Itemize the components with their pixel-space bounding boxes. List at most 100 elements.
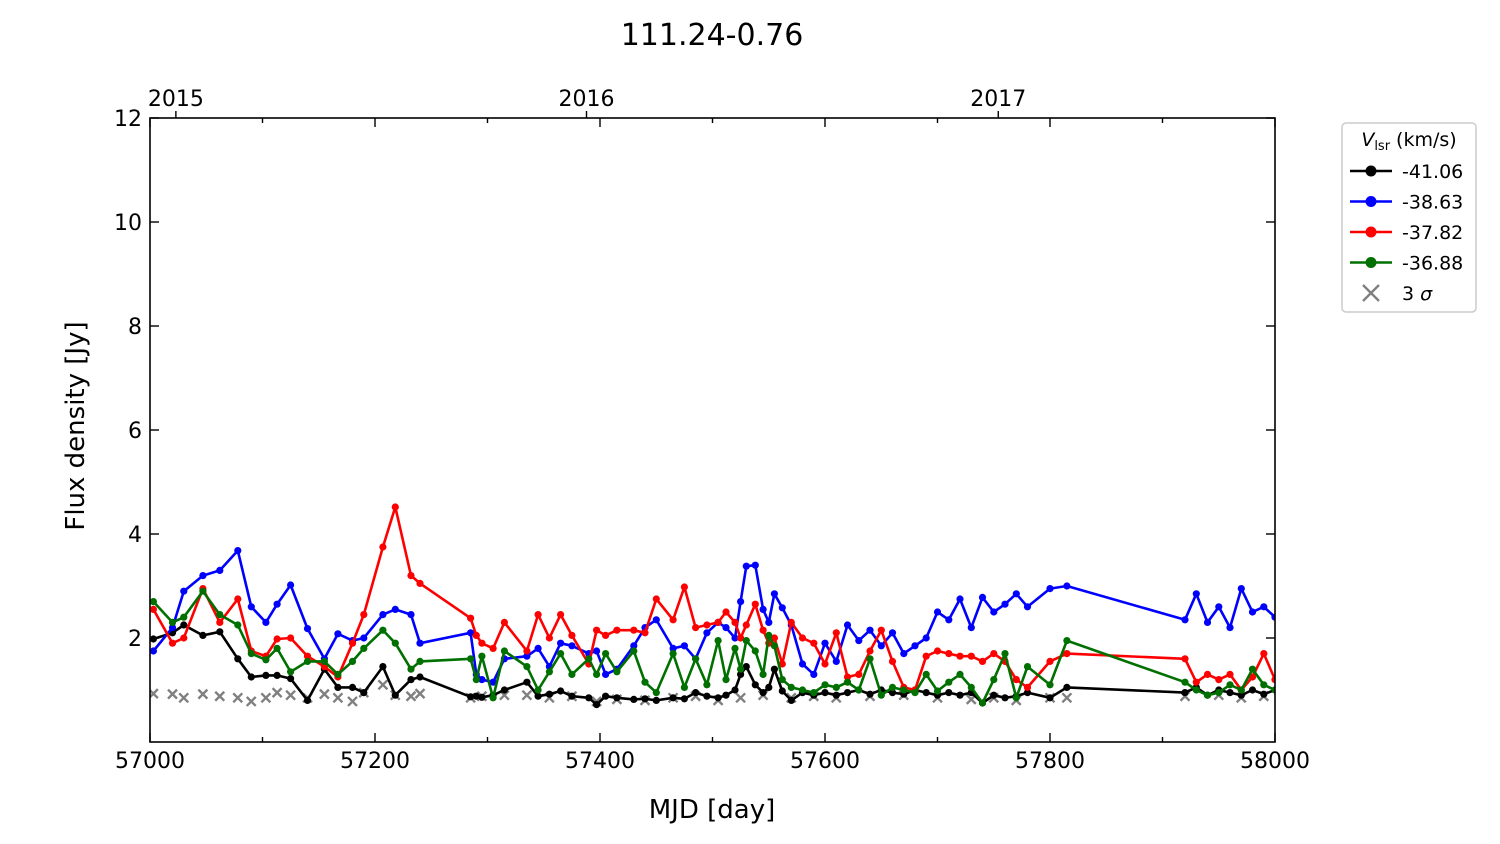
data-point: [778, 687, 786, 695]
data-point: [216, 566, 224, 575]
data-point: [888, 629, 897, 637]
data-point: [545, 690, 554, 698]
data-point: [1023, 663, 1032, 671]
data-point: [568, 670, 576, 679]
data-point: [593, 626, 601, 634]
data-point: [534, 644, 542, 653]
data-point: [216, 628, 224, 636]
data-point: [1023, 689, 1032, 697]
data-point: [680, 695, 689, 703]
data-point: [680, 642, 689, 650]
data-point: [759, 605, 767, 614]
data-point: [641, 678, 649, 686]
data-point: [1260, 650, 1268, 658]
data-point: [945, 678, 953, 686]
legend: Vlsr (km/s) -41.06 -38.63 -37.82 -36.88 3 σ: [1341, 122, 1477, 313]
data-point: [956, 670, 964, 679]
x-tick-label: 57400: [565, 749, 635, 774]
data-point: [770, 642, 779, 650]
data-point: [888, 657, 897, 666]
data-point: [855, 637, 863, 645]
data-point: [1203, 670, 1212, 679]
data-point: [407, 611, 415, 619]
data-point: [956, 595, 964, 603]
data-point: [500, 647, 508, 655]
data-point: [234, 655, 242, 663]
sigma-marker: [271, 687, 283, 698]
data-point: [832, 629, 840, 637]
y-tick-label: 10: [114, 211, 142, 236]
data-point: [391, 503, 399, 511]
data-point: [742, 562, 750, 570]
data-point: [273, 644, 281, 653]
data-point: [945, 650, 953, 658]
data-point: [778, 676, 786, 684]
sigma-marker: [167, 688, 178, 700]
x-tick-label: 58000: [1240, 749, 1310, 774]
data-point: [731, 686, 739, 694]
data-point: [320, 657, 328, 666]
data-point: [798, 634, 807, 642]
legend-entry-0: -41.06: [1350, 161, 1463, 183]
data-point: [692, 689, 700, 697]
data-point: [770, 665, 779, 673]
data-point: [1260, 603, 1268, 611]
data-point: [273, 671, 281, 680]
data-point: [967, 624, 975, 632]
data-point: [360, 644, 368, 653]
data-point: [866, 655, 874, 663]
data-point: [523, 652, 531, 660]
data-point: [478, 652, 486, 660]
data-point: [1023, 683, 1032, 692]
data-point: [1063, 650, 1071, 658]
data-point: [866, 647, 874, 655]
data-point: [990, 691, 998, 699]
data-point: [360, 634, 368, 642]
sigma-marker: [285, 689, 296, 701]
data-point: [534, 686, 542, 694]
data-point: [751, 561, 759, 569]
data-point: [703, 692, 711, 700]
legend-entry-3: -36.88: [1350, 253, 1463, 275]
sigma-marker: [245, 696, 257, 707]
data-point: [922, 634, 930, 642]
year-tick-label: 2015: [148, 87, 204, 112]
series-3: [150, 587, 1275, 707]
data-point: [334, 670, 342, 679]
y-tick-label: 12: [114, 107, 142, 132]
data-point: [821, 681, 829, 689]
data-point: [967, 683, 975, 692]
data-point: [911, 642, 919, 650]
chart-title: 111.24-0.76: [621, 18, 804, 53]
series-1: [150, 547, 1275, 686]
data-point: [303, 696, 312, 705]
data-point: [737, 598, 745, 606]
legend-marker: [1362, 284, 1380, 302]
legend-label: -41.06: [1402, 161, 1463, 183]
data-point: [1046, 657, 1054, 666]
data-point: [1001, 650, 1009, 658]
data-point: [334, 683, 342, 692]
data-point: [391, 605, 399, 614]
data-point: [234, 621, 242, 629]
data-point: [334, 630, 342, 638]
data-point: [669, 616, 677, 624]
data-point: [416, 673, 424, 681]
data-point: [287, 634, 295, 642]
data-point: [900, 650, 908, 658]
data-point: [765, 683, 773, 692]
axes-layer: 57000 57200 57400 57600 57800 580002468101220…: [114, 87, 1310, 774]
data-point: [216, 618, 224, 627]
data-point: [731, 634, 739, 642]
data-point: [467, 693, 475, 701]
data-point: [472, 676, 480, 684]
data-point: [602, 692, 610, 700]
data-point: [759, 670, 767, 679]
data-point: [888, 689, 897, 697]
data-point: [472, 631, 480, 640]
legend-label: 3 σ: [1402, 283, 1433, 305]
data-point: [722, 676, 730, 684]
data-point: [1260, 690, 1268, 698]
data-point: [1248, 608, 1257, 616]
legend-marker: [1365, 257, 1377, 268]
